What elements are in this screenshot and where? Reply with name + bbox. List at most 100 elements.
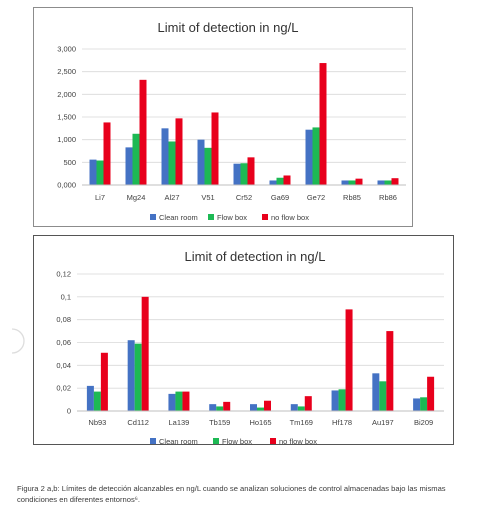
- bar-noflow-al27: [175, 118, 183, 185]
- bar-noflow-tb159: [223, 401, 231, 411]
- legend-label-flow: Flow box: [217, 213, 247, 222]
- x-category-label: La139: [169, 418, 190, 427]
- y-tick-label: 0,04: [56, 361, 71, 370]
- x-category-label: Ga69: [271, 193, 289, 202]
- x-category-label: Mg24: [127, 193, 146, 202]
- bar-flow-cr52: [240, 163, 248, 185]
- legend-swatch-noflow: [270, 438, 276, 444]
- bar-clean-al27: [161, 128, 169, 185]
- bar-noflow-au197: [386, 331, 394, 411]
- bar-clean-ho165: [250, 404, 257, 411]
- x-category-label: Ho165: [249, 418, 271, 427]
- legend-label-flow: Flow box: [222, 437, 252, 444]
- bar-clean-bi209: [413, 398, 421, 411]
- y-tick-label: 1,500: [57, 113, 76, 122]
- figure-caption: Figura 2 a,b: Límites de detección alcan…: [17, 484, 446, 504]
- bar-flow-tm169: [297, 406, 305, 411]
- bar-flow-v51: [204, 147, 212, 185]
- bar-clean-tb159: [209, 404, 217, 411]
- bar-noflow-tm169: [304, 396, 312, 411]
- y-tick-label: 500: [63, 158, 76, 167]
- x-category-label: Cr52: [236, 193, 252, 202]
- y-tick-label: 0: [67, 407, 71, 416]
- bar-noflow-rb86: [391, 178, 399, 185]
- legend-swatch-flow: [213, 438, 219, 444]
- y-tick-label: 1,000: [57, 135, 76, 144]
- x-category-label: Tm169: [290, 418, 313, 427]
- bar-flow-mg24: [132, 133, 140, 185]
- bar-noflow-rb85: [355, 178, 363, 185]
- y-tick-label: 0,1: [61, 292, 71, 301]
- bar-clean-mg24: [125, 147, 133, 185]
- y-tick-label: 0,02: [56, 384, 71, 393]
- x-category-label: Rb86: [379, 193, 397, 202]
- bar-noflow-v51: [211, 112, 219, 185]
- chart-panel-a: Limit of detection in ng/L 0,000 500 1,000 1…: [33, 7, 413, 227]
- bar-flow-al27: [168, 141, 176, 185]
- legend-swatch-flow: [208, 214, 214, 220]
- y-tick-label: 0,000: [57, 181, 76, 190]
- bar-noflow-la139: [182, 391, 190, 411]
- bar-clean-ga69: [269, 180, 277, 185]
- chart-title: Limit of detection in ng/L: [158, 20, 299, 35]
- bar-clean-au197: [372, 373, 380, 411]
- bar-flow-ge72: [312, 127, 320, 185]
- bar-noflow-li7: [103, 122, 111, 185]
- legend-swatch-clean: [150, 438, 156, 444]
- x-category-label: Li7: [95, 193, 105, 202]
- bar-noflow-cd112: [141, 296, 149, 411]
- bar-clean-cd112: [127, 340, 135, 411]
- bar-flow-au197: [379, 381, 387, 411]
- bar-flow-rb86: [384, 180, 392, 185]
- x-category-label: Rb85: [343, 193, 361, 202]
- bar-clean-nb93: [86, 385, 94, 411]
- bar-noflow-mg24: [139, 79, 147, 185]
- x-category-label: Cd112: [127, 418, 149, 427]
- bar-clean-rb86: [377, 180, 385, 185]
- bar-noflow-ga69: [283, 175, 291, 185]
- x-category-label: Ge72: [307, 193, 325, 202]
- bar-noflow-cr52: [247, 157, 255, 185]
- bar-clean-ge72: [305, 129, 313, 185]
- bar-flow-ga69: [276, 177, 284, 185]
- chart-title: Limit of detection in ng/L: [185, 249, 326, 264]
- y-tick-label: 0,08: [56, 315, 71, 324]
- y-tick-label: 3,000: [57, 45, 76, 54]
- x-category-label: Tb159: [209, 418, 230, 427]
- x-category-label: Nb93: [88, 418, 106, 427]
- bar-noflow-nb93: [100, 352, 108, 411]
- y-tick-label: 0,06: [56, 338, 71, 347]
- bar-flow-rb85: [348, 180, 356, 185]
- bar-clean-cr52: [233, 163, 241, 185]
- y-tick-label: 0,12: [56, 270, 71, 279]
- bar-noflow-ho165: [264, 400, 271, 411]
- legend-label-noflow: no flow box: [279, 437, 317, 444]
- chart-b-svg: Limit of detection in ng/L 0 0,02 0,04 0,06 0…: [56, 249, 444, 444]
- bar-clean-hf178: [331, 390, 339, 411]
- x-category-label: V51: [201, 193, 214, 202]
- bar-noflow-ge72: [319, 63, 327, 186]
- bar-flow-bi209: [420, 397, 428, 411]
- bar-noflow-bi209: [427, 376, 435, 411]
- scroll-indicator-icon: [11, 328, 25, 354]
- legend-label-clean: Clean room: [159, 213, 198, 222]
- bar-clean-rb85: [341, 180, 349, 185]
- bar-clean-tm169: [290, 404, 298, 411]
- legend-swatch-noflow: [262, 214, 268, 220]
- bar-flow-nb93: [93, 391, 101, 411]
- bar-flow-ho165: [257, 407, 264, 411]
- bar-clean-li7: [89, 159, 97, 185]
- x-category-label: Hf178: [332, 418, 352, 427]
- legend-swatch-clean: [150, 214, 156, 220]
- x-category-label: Bi209: [414, 418, 433, 427]
- legend-label-clean: Clean room: [159, 437, 198, 444]
- legend-label-noflow: no flow box: [271, 213, 309, 222]
- chart-a-svg: Limit of detection in ng/L 0,000 500 1,000 1…: [57, 20, 406, 222]
- bar-clean-v51: [197, 139, 205, 185]
- bar-clean-la139: [168, 393, 176, 411]
- x-category-label: Al27: [164, 193, 179, 202]
- y-tick-label: 2,000: [57, 90, 76, 99]
- y-tick-label: 2,500: [57, 67, 76, 76]
- bar-flow-li7: [96, 160, 104, 185]
- bar-flow-la139: [175, 391, 183, 411]
